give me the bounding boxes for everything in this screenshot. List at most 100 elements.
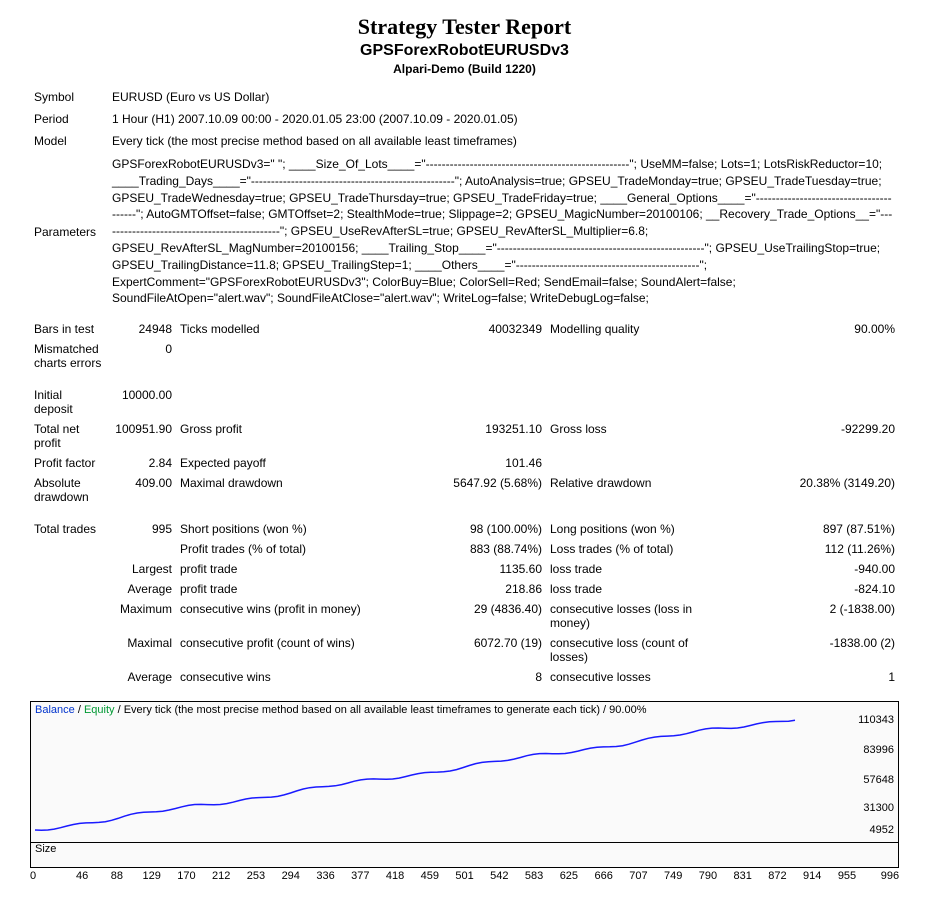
modelling-quality-value: 90.00% bbox=[726, 319, 899, 339]
total-trades-label: Total trades bbox=[30, 519, 108, 539]
chart-svg bbox=[31, 702, 851, 842]
symbol-value: EURUSD (Euro vs US Dollar) bbox=[108, 86, 899, 108]
y-tick-3: 31300 bbox=[863, 802, 894, 814]
y-tick-2: 57648 bbox=[863, 774, 894, 786]
x-tick: 253 bbox=[239, 870, 274, 882]
header-table: Symbol EURUSD (Euro vs US Dollar) Period… bbox=[30, 86, 899, 311]
initial-deposit-label: Initial deposit bbox=[30, 385, 108, 419]
x-tick: 336 bbox=[308, 870, 343, 882]
x-tick: 88 bbox=[100, 870, 135, 882]
x-tick: 129 bbox=[134, 870, 169, 882]
maximum-label: Maximum bbox=[108, 599, 176, 633]
x-tick: 170 bbox=[169, 870, 204, 882]
average-label: Average bbox=[108, 579, 176, 599]
profit-trades-label: Profit trades (% of total) bbox=[176, 539, 446, 559]
size-label: Size bbox=[35, 843, 56, 855]
legend-desc: Every tick (the most precise method base… bbox=[124, 704, 647, 716]
maximal-label: Maximal bbox=[108, 633, 176, 667]
x-tick: 955 bbox=[830, 870, 865, 882]
relative-drawdown-label: Relative drawdown bbox=[546, 473, 726, 507]
x-tick: 872 bbox=[760, 870, 795, 882]
legend-equity: Equity bbox=[84, 704, 115, 716]
mismatched-value: 0 bbox=[108, 339, 176, 373]
max-consec-loss-label: consecutive loss (count of losses) bbox=[546, 633, 726, 667]
absolute-drawdown-value: 409.00 bbox=[108, 473, 176, 507]
x-tick: 0 bbox=[30, 870, 65, 882]
avg-consec-losses-label: consecutive losses bbox=[546, 667, 726, 687]
max-consec-profit-value: 6072.70 (19) bbox=[446, 633, 546, 667]
x-tick: 790 bbox=[691, 870, 726, 882]
expected-payoff-label: Expected payoff bbox=[176, 453, 446, 473]
profit-factor-value: 2.84 bbox=[108, 453, 176, 473]
max-consec-losses-label: consecutive losses (loss in money) bbox=[546, 599, 726, 633]
average-profit-trade-value: 218.86 bbox=[446, 579, 546, 599]
report-broker: Alpari-Demo (Build 1220) bbox=[30, 62, 899, 76]
x-tick: 418 bbox=[378, 870, 413, 882]
model-value: Every tick (the most precise method base… bbox=[108, 130, 899, 152]
x-tick: 666 bbox=[586, 870, 621, 882]
x-tick: 914 bbox=[795, 870, 830, 882]
x-tick: 996 bbox=[864, 870, 899, 882]
symbol-label: Symbol bbox=[30, 86, 108, 108]
max-consec-loss-value: -1838.00 (2) bbox=[726, 633, 899, 667]
ticks-modelled-label: Ticks modelled bbox=[176, 319, 446, 339]
max-consec-wins-value: 29 (4836.40) bbox=[446, 599, 546, 633]
x-tick: 749 bbox=[656, 870, 691, 882]
model-label: Model bbox=[30, 130, 108, 152]
maximal-drawdown-label: Maximal drawdown bbox=[176, 473, 446, 507]
largest-label: Largest bbox=[108, 559, 176, 579]
x-tick: 542 bbox=[482, 870, 517, 882]
long-positions-value: 897 (87.51%) bbox=[726, 519, 899, 539]
avg-consec-wins-value: 8 bbox=[446, 667, 546, 687]
x-tick: 501 bbox=[447, 870, 482, 882]
report-main-title: Strategy Tester Report bbox=[30, 14, 899, 40]
initial-deposit-value: 10000.00 bbox=[108, 385, 176, 419]
gross-loss-label: Gross loss bbox=[546, 419, 726, 453]
avg-consec-losses-value: 1 bbox=[726, 667, 899, 687]
mismatched-label: Mismatched charts errors bbox=[30, 339, 108, 373]
expected-payoff-value: 101.46 bbox=[446, 453, 546, 473]
max-consec-profit-label: consecutive profit (count of wins) bbox=[176, 633, 446, 667]
parameters-label: Parameters bbox=[30, 152, 108, 311]
largest-profit-trade-label: profit trade bbox=[176, 559, 446, 579]
bars-in-test-label: Bars in test bbox=[30, 319, 108, 339]
largest-profit-trade-value: 1135.60 bbox=[446, 559, 546, 579]
gross-profit-label: Gross profit bbox=[176, 419, 446, 453]
x-tick: 707 bbox=[621, 870, 656, 882]
modelling-quality-label: Modelling quality bbox=[546, 319, 726, 339]
balance-chart: Balance / Equity / Every tick (the most … bbox=[30, 701, 899, 843]
chart-legend: Balance / Equity / Every tick (the most … bbox=[35, 704, 646, 716]
gross-profit-value: 193251.10 bbox=[446, 419, 546, 453]
x-tick: 294 bbox=[273, 870, 308, 882]
stats-table: Bars in test 24948 Ticks modelled 400323… bbox=[30, 319, 899, 687]
period-label: Period bbox=[30, 108, 108, 130]
average2-label: Average bbox=[108, 667, 176, 687]
parameters-value: GPSForexRobotEURUSDv3=" "; ____Size_Of_L… bbox=[108, 152, 899, 311]
gross-loss-value: -92299.20 bbox=[726, 419, 899, 453]
relative-drawdown-value: 20.38% (3149.20) bbox=[726, 473, 899, 507]
period-value: 1 Hour (H1) 2007.10.09 00:00 - 2020.01.0… bbox=[108, 108, 899, 130]
ticks-modelled-value: 40032349 bbox=[446, 319, 546, 339]
largest-loss-trade-label: loss trade bbox=[546, 559, 726, 579]
short-positions-value: 98 (100.00%) bbox=[446, 519, 546, 539]
short-positions-label: Short positions (won %) bbox=[176, 519, 446, 539]
total-net-profit-value: 100951.90 bbox=[108, 419, 176, 453]
y-tick-1: 83996 bbox=[863, 744, 894, 756]
profit-trades-value: 883 (88.74%) bbox=[446, 539, 546, 559]
x-tick: 377 bbox=[343, 870, 378, 882]
total-net-profit-label: Total net profit bbox=[30, 419, 108, 453]
x-tick: 583 bbox=[517, 870, 552, 882]
largest-loss-trade-value: -940.00 bbox=[726, 559, 899, 579]
profit-factor-label: Profit factor bbox=[30, 453, 108, 473]
long-positions-label: Long positions (won %) bbox=[546, 519, 726, 539]
x-tick: 625 bbox=[551, 870, 586, 882]
size-panel: Size bbox=[30, 843, 899, 868]
absolute-drawdown-label: Absolute drawdown bbox=[30, 473, 108, 507]
average-profit-trade-label: profit trade bbox=[176, 579, 446, 599]
total-trades-value: 995 bbox=[108, 519, 176, 539]
maximal-drawdown-value: 5647.92 (5.68%) bbox=[446, 473, 546, 507]
x-tick: 459 bbox=[412, 870, 447, 882]
x-tick: 46 bbox=[65, 870, 100, 882]
loss-trades-label: Loss trades (% of total) bbox=[546, 539, 726, 559]
max-consec-losses-value: 2 (-1838.00) bbox=[726, 599, 899, 633]
